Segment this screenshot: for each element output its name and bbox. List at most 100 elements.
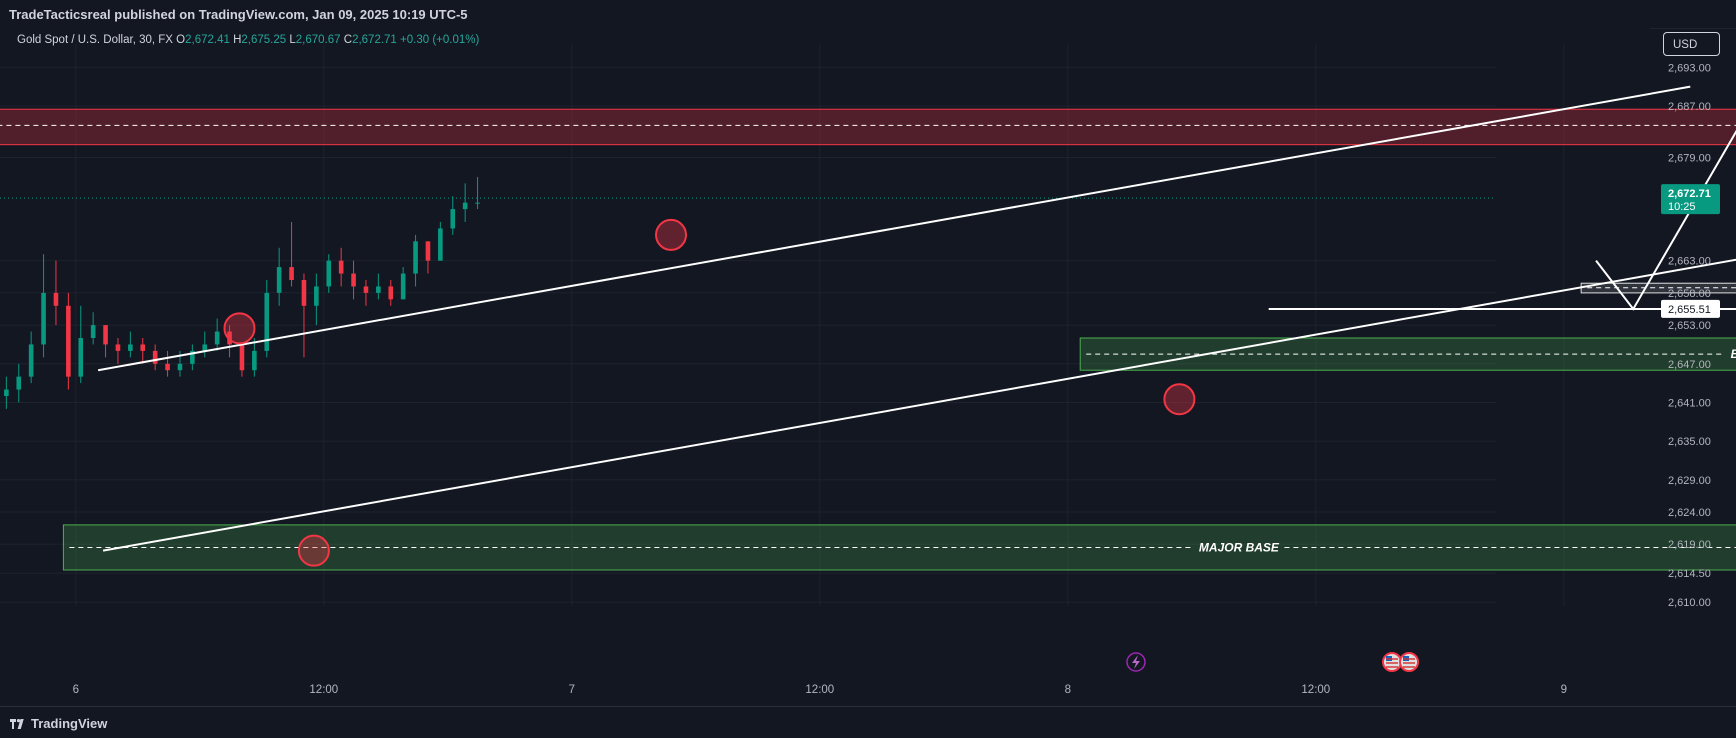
price-tick-label: 2,635.00 [1668, 436, 1711, 448]
candles [4, 176, 480, 409]
close-label: C [343, 34, 353, 46]
pivot-circles [223, 218, 1196, 567]
publish-info: TradeTacticsreal published on TradingVie… [9, 7, 468, 22]
candle-body [363, 286, 369, 293]
change-value: +0.30 (+0.01%) [400, 34, 480, 46]
price-tick-label: 2,693.00 [1668, 62, 1711, 74]
channel-lower [102, 258, 1736, 552]
price-tick-label: 2,687.00 [1668, 101, 1711, 113]
candle-body [338, 260, 344, 274]
candle-body [239, 344, 245, 371]
us-flag-icon [1399, 652, 1419, 672]
candle-body [4, 389, 9, 396]
price-tick-label: 2,663.00 [1668, 256, 1711, 268]
pivot-circle-top [223, 312, 256, 345]
price-tick-label: 2,610.00 [1668, 597, 1711, 609]
marked-price-label: 2,655.51 [1668, 304, 1711, 316]
candle-body [90, 325, 96, 338]
price-tick-label: 2,647.00 [1668, 359, 1711, 371]
candle-body [16, 376, 22, 390]
candle-body [28, 344, 34, 377]
candle-body [78, 337, 84, 377]
candle-body [66, 305, 71, 377]
major-base-zone-label: MAJOR BASE [1199, 540, 1280, 554]
candle-body [475, 202, 480, 204]
price-tick-label: 2,679.00 [1668, 153, 1711, 165]
candle-body [413, 241, 418, 274]
event-icons [1126, 652, 1419, 672]
candle-body [190, 350, 195, 364]
candle-body [388, 286, 394, 300]
price-chart[interactable]: BASEMAJOR BASE 2,693.002,687.002,679.002… [0, 0, 1736, 706]
candle-body [400, 273, 406, 300]
price-tick-label: 2,614.50 [1668, 568, 1711, 580]
candle-body [202, 344, 208, 351]
candle-body [152, 350, 158, 364]
symbol-legend: Gold Spot / U.S. Dollar, 30, FX O2,672.4… [17, 34, 479, 46]
candle-body [53, 292, 59, 306]
symbol-name: Gold Spot / U.S. Dollar, 30, FX [17, 34, 173, 46]
last-price-label: 2,672.71 [1668, 188, 1711, 200]
zones: BASE MAJOR BASE [0, 108, 1736, 571]
supply-zone [0, 108, 1736, 146]
price-tick-label: 2,658.00 [1668, 288, 1711, 300]
price-tick-label: 2,624.00 [1668, 507, 1711, 519]
low-value: 2,670.67 [295, 34, 341, 46]
candle-body [252, 350, 257, 371]
price-tick-label: 2,641.00 [1668, 397, 1711, 409]
projection-path [1595, 129, 1736, 311]
high-value: 2,675.25 [241, 34, 287, 46]
pivot-circle-top [655, 218, 687, 251]
high-label: H [233, 34, 242, 46]
time-tick-label: 9 [1561, 684, 1567, 696]
tradingview-logo-icon [10, 718, 24, 729]
candle-body [351, 273, 356, 287]
candle-body [41, 292, 46, 345]
candle-body [425, 241, 431, 261]
time-tick-label: 7 [569, 684, 575, 696]
candle-body [103, 325, 108, 345]
close-value: 2,672.71 [352, 34, 397, 46]
time-tick-label: 6 [73, 684, 79, 696]
brand-label: TradingView [31, 716, 108, 731]
plot-area [0, 28, 1650, 668]
candle-body [177, 363, 183, 371]
candle-body [214, 331, 220, 345]
countdown-label: 10:25 [1668, 201, 1696, 213]
price-tick-label: 2,653.00 [1668, 320, 1711, 332]
currency-button[interactable]: USD [1663, 32, 1720, 56]
candle-body [438, 228, 443, 261]
grid [0, 44, 1565, 606]
candle-body [128, 344, 133, 351]
footer: TradingView [0, 706, 1736, 738]
price-axis[interactable]: 2,693.00 2,687.00 2,679.00 2,663.00 2,658.00… [1661, 62, 1720, 609]
candle-body [227, 331, 232, 345]
time-tick-label: 12:00 [1301, 684, 1330, 696]
open-value: 2,672.41 [185, 34, 230, 46]
candle-body [165, 363, 170, 371]
candle-body [264, 292, 270, 351]
candle-body [450, 209, 456, 229]
candle-body [314, 286, 319, 306]
brand[interactable]: TradingView [10, 716, 107, 731]
lightning-icon-bolt [1132, 655, 1140, 669]
pivot-circle-bottom [1163, 383, 1196, 416]
price-tick-label: 2,629.00 [1668, 475, 1711, 487]
candle-body [301, 279, 307, 306]
candle-body [276, 267, 282, 293]
candle-body [462, 202, 468, 210]
candle-body [140, 344, 146, 351]
trendlines [97, 85, 1736, 552]
us-flag-icon [1382, 652, 1402, 672]
candle-body [326, 260, 332, 287]
candle-body [289, 267, 294, 280]
time-tick-label: 12:00 [309, 684, 338, 696]
low-label: L [289, 34, 296, 46]
lightning-icon [1126, 652, 1146, 672]
last-price-badge [1661, 184, 1720, 215]
time-tick-label: 8 [1065, 684, 1071, 696]
marked-price-badge [1661, 299, 1720, 318]
time-tick-label: 12:00 [805, 684, 834, 696]
